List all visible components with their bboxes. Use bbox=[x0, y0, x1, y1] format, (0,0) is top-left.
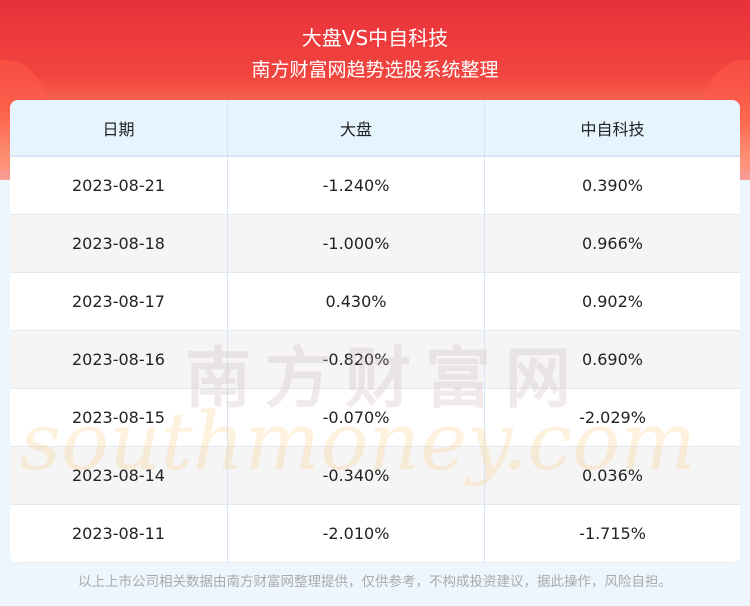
date-cell: 2023-08-14 bbox=[10, 447, 228, 504]
table-row: 2023-08-18 -1.000% 0.966% bbox=[10, 215, 740, 273]
market-change-cell: -2.010% bbox=[228, 505, 485, 562]
date-cell: 2023-08-11 bbox=[10, 505, 228, 562]
stock-change-cell: 0.036% bbox=[581, 466, 643, 485]
stock-change-cell: -1.715% bbox=[579, 524, 646, 543]
date-cell: 2023-08-21 bbox=[10, 157, 228, 214]
stock-change-cell: 0.902% bbox=[581, 292, 643, 311]
market-change-cell: -0.820% bbox=[228, 331, 485, 388]
page-subtitle: 南方财富网趋势选股系统整理 bbox=[251, 59, 499, 81]
table-row: 2023-08-14 -0.340% 0.036% bbox=[10, 447, 740, 505]
page-title: 大盘VS中自科技 bbox=[301, 26, 449, 50]
market-change-cell: -0.070% bbox=[228, 389, 485, 446]
market-change-cell: -1.000% bbox=[228, 215, 485, 272]
market-change-cell: -0.340% bbox=[228, 447, 485, 504]
date-cell: 2023-08-17 bbox=[10, 273, 228, 330]
date-cell: 2023-08-16 bbox=[10, 331, 228, 388]
date-cell: 2023-08-15 bbox=[10, 389, 228, 446]
table-row: 2023-08-15 -0.070% -2.029% bbox=[10, 389, 740, 447]
stock-change-cell: 0.390% bbox=[581, 176, 643, 195]
table-row: 2023-08-21 -1.240% 0.390% bbox=[10, 157, 740, 215]
table-row: 2023-08-11 -2.010% -1.715% bbox=[10, 505, 740, 563]
column-header-date: 日期 bbox=[10, 100, 228, 155]
disclaimer: 以上上市公司相关数据由南方财富网整理提供，仅供参考，不构成投资建议，据此操作，风… bbox=[78, 574, 672, 590]
stock-change-cell: -2.029% bbox=[579, 408, 646, 427]
column-header-stock: 中自科技 bbox=[580, 119, 645, 139]
comparison-table: 日期 大盘 中自科技 2023-08-21 -1.240% 0.390% 2023-0… bbox=[10, 100, 740, 563]
column-header-market: 大盘 bbox=[228, 100, 485, 155]
table-row: 2023-08-16 -0.820% 0.690% bbox=[10, 331, 740, 389]
table-row: 2023-08-17 0.430% 0.902% bbox=[10, 273, 740, 331]
market-change-cell: -1.240% bbox=[228, 157, 485, 214]
stock-change-cell: 0.690% bbox=[581, 350, 643, 369]
date-cell: 2023-08-18 bbox=[10, 215, 228, 272]
stock-change-cell: 0.966% bbox=[581, 234, 643, 253]
market-change-cell: 0.430% bbox=[228, 273, 485, 330]
table-header: 日期 大盘 中自科技 bbox=[10, 100, 740, 157]
